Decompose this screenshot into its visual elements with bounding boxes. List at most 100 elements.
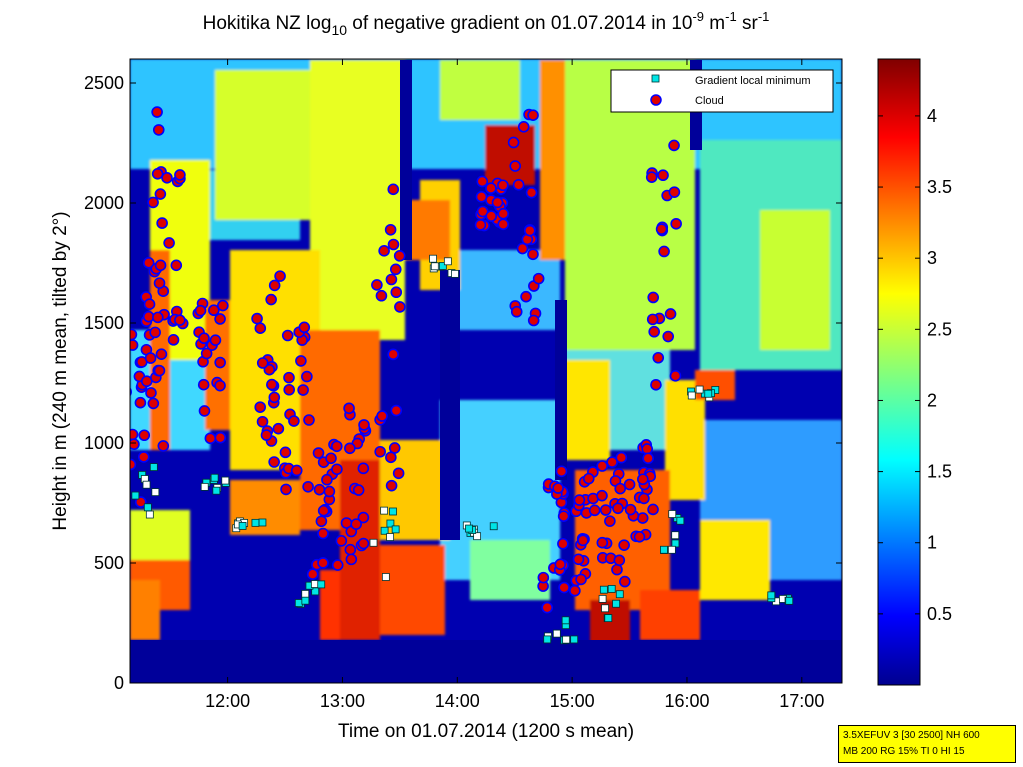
gradient-min-marker: [389, 507, 397, 516]
info-line-2: MB 200 RG 15% TI 0 HI 15: [843, 746, 965, 757]
gradient-min-marker: [676, 516, 685, 525]
cloud-marker: [357, 462, 370, 475]
cloud-marker: [143, 298, 156, 311]
gradient-min-marker: [489, 522, 498, 531]
cloud-marker: [475, 190, 488, 203]
cloud-marker: [572, 553, 585, 566]
cloud-marker: [387, 238, 400, 251]
cloud-marker: [200, 347, 213, 360]
gradient-min-marker: [668, 510, 677, 518]
cloud-marker: [217, 299, 229, 312]
cloud-marker: [274, 270, 286, 282]
cloud-marker: [613, 554, 626, 567]
gradient-min-marker: [598, 594, 607, 603]
gradient-min-marker: [430, 262, 439, 271]
gradient-min-marker: [601, 604, 609, 613]
cloud-marker: [510, 305, 523, 318]
cloud-marker: [558, 581, 570, 594]
colorbar-tick-label: 1: [927, 533, 937, 553]
cloud-marker: [527, 109, 539, 122]
cloud-marker: [297, 384, 309, 396]
cloud-marker: [390, 286, 403, 299]
cloud-marker: [130, 428, 139, 441]
cloud-marker: [156, 217, 168, 229]
cloud-marker: [517, 121, 530, 133]
gradient-min-marker: [294, 599, 303, 607]
cloud-marker: [170, 259, 183, 272]
cloud-marker: [385, 479, 398, 492]
gradient-min-marker: [310, 580, 319, 588]
cloud-marker: [485, 182, 497, 195]
cloud-marker: [268, 391, 281, 404]
gradient-min-marker: [258, 518, 267, 527]
cloud-marker: [306, 568, 319, 580]
cloud-marker: [283, 383, 295, 396]
y-tick-label: 500: [94, 553, 124, 573]
cloud-marker: [537, 571, 550, 584]
gradient-min-marker: [386, 533, 395, 541]
cloud-marker: [256, 415, 269, 428]
cloud-marker: [157, 440, 170, 452]
gradient-min-marker: [465, 524, 473, 533]
cloud-marker: [636, 512, 649, 524]
cloud-marker: [516, 242, 529, 255]
cloud-marker: [147, 196, 159, 209]
cloud-marker: [152, 311, 164, 324]
cloud-marker: [385, 273, 398, 286]
cloud-marker: [154, 188, 167, 200]
cloud-marker: [147, 397, 160, 410]
cloud-marker: [633, 531, 646, 543]
x-tick-label: 15:00: [550, 691, 595, 711]
cloud-marker: [648, 325, 660, 338]
colorbar-tick-label: 3: [927, 248, 937, 268]
cloud-marker: [317, 527, 329, 540]
gradient-min-marker: [552, 629, 561, 638]
chart-title: Hokitika NZ log10 of negative gradient o…: [203, 9, 770, 38]
cloud-marker: [554, 558, 567, 571]
cloud-marker: [313, 483, 326, 496]
cloud-marker: [392, 467, 405, 480]
gradient-min-marker: [143, 503, 152, 512]
y-tick-label: 1000: [84, 433, 124, 453]
cloud-marker: [357, 511, 370, 524]
heatmap-field: [130, 59, 842, 683]
cloud-marker: [376, 410, 388, 422]
cloud-marker: [497, 218, 510, 231]
cloud-marker: [582, 472, 595, 485]
cloud-marker: [388, 442, 401, 454]
cloud-marker: [655, 223, 668, 235]
x-tick-label: 14:00: [435, 691, 480, 711]
cloud-marker: [390, 404, 403, 417]
cloud-marker: [647, 503, 659, 516]
gradient-min-marker: [221, 476, 230, 485]
cloud-marker: [569, 584, 581, 597]
colorbar: 0.5 1 1.5 2 2.5 3 3.5 4: [877, 58, 952, 686]
cloud-marker: [624, 503, 637, 516]
cloud-marker: [612, 502, 624, 515]
cloud-marker: [374, 445, 386, 458]
cloud-marker: [668, 139, 680, 152]
gradient-min-marker: [145, 510, 154, 519]
y-axis-label: Height in m (240 m mean, tilted by 2°): [50, 211, 71, 530]
cloud-marker: [209, 334, 222, 346]
cloud-marker: [263, 363, 276, 376]
cloud-marker: [134, 496, 147, 508]
cloud-marker: [520, 290, 532, 303]
cloud-marker: [138, 429, 151, 442]
gradient-min-marker: [369, 538, 378, 547]
gradient-min-marker: [612, 599, 620, 608]
gradient-min-marker: [660, 545, 668, 554]
cloud-marker: [161, 172, 173, 184]
cloud-marker: [658, 245, 670, 258]
legend-label-cloud: Cloud: [695, 95, 724, 107]
cloud-marker: [153, 277, 166, 289]
cloud-marker: [198, 332, 210, 345]
cloud-marker: [151, 106, 163, 118]
gradient-min-marker: [429, 254, 437, 263]
cloud-marker: [152, 124, 165, 136]
x-tick-label: 12:00: [205, 691, 250, 711]
cloud-marker: [325, 452, 337, 465]
colorbar-tick-label: 1.5: [927, 462, 952, 482]
cloud-marker: [662, 330, 675, 343]
cloud-marker: [134, 396, 147, 409]
